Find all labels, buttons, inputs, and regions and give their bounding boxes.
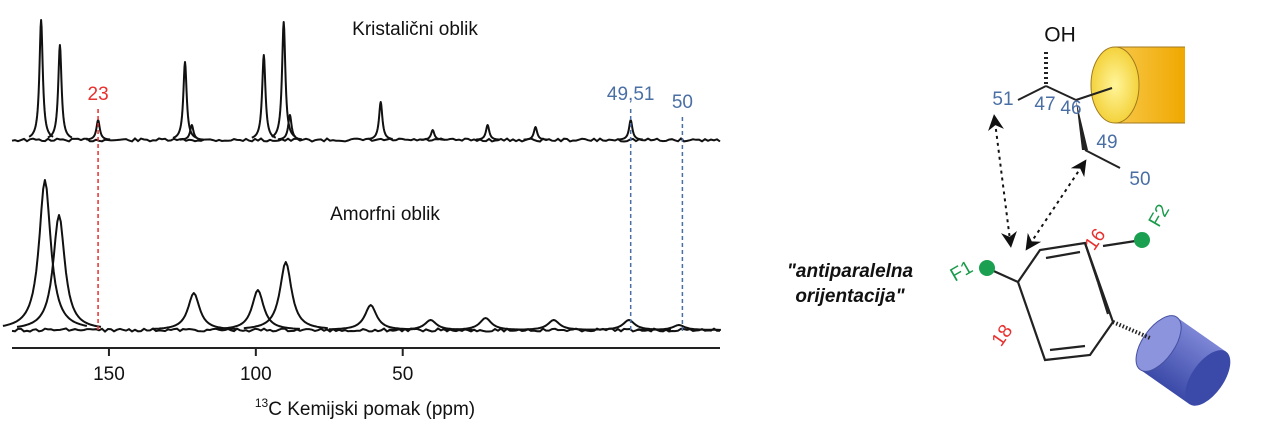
hydroxyl-label: OH: [1044, 24, 1076, 47]
peak: [243, 261, 328, 330]
atom-label: 51: [992, 89, 1013, 110]
molecule: OH "antiparalelna orijentacija" 51 47 46 49…: [787, 24, 1231, 406]
peak: [2, 179, 88, 327]
peak: [368, 101, 394, 140]
x-tick-label: 100: [240, 364, 272, 385]
annotation-label: 23: [88, 84, 109, 105]
fluorine-atom: [1134, 232, 1150, 248]
x-tick-label: 50: [392, 364, 413, 385]
bonds: [1017, 52, 1121, 169]
spectrum: 150 100 50 13C Kemijski pomak (ppm) Kristali…: [2, 19, 721, 420]
peak: [28, 19, 54, 138]
atom-label: 16: [1081, 225, 1110, 254]
atom-label: 46: [1060, 98, 1081, 119]
caption: "antiparalelna: [787, 261, 914, 282]
atom-label: 18: [988, 321, 1017, 350]
peak: [85, 119, 111, 141]
annotation-label: 50: [672, 92, 693, 113]
atom-label: F1: [947, 257, 977, 286]
peak: [251, 54, 277, 139]
peak: [618, 119, 644, 141]
peak: [215, 289, 300, 330]
fluorine-atom: [979, 260, 995, 276]
cylinder: [1135, 315, 1231, 406]
wedge-bond: [1076, 100, 1088, 150]
atom-label: 50: [1129, 169, 1150, 190]
x-axis-label: 13C Kemijski pomak (ppm): [255, 396, 475, 420]
peak: [443, 317, 528, 331]
annotation-label: 49,51: [607, 84, 655, 105]
atom-label: 47: [1034, 94, 1055, 115]
atom-label: F2: [1145, 201, 1174, 231]
series-label: Amorfni oblik: [330, 204, 440, 225]
label-text: C Kemijski pomak (ppm): [268, 399, 475, 420]
peak: [636, 324, 721, 331]
series-label: Kristalični oblik: [352, 19, 478, 40]
caption: orijentacija": [795, 286, 905, 307]
superscript: 13: [255, 396, 269, 410]
atom-label: 49: [1096, 132, 1117, 153]
peak: [16, 214, 102, 328]
peak: [277, 114, 303, 141]
baseline-noise: [11, 137, 721, 143]
distance-arrow: [988, 114, 1017, 248]
peak: [475, 124, 501, 141]
peak: [328, 304, 413, 331]
peak: [172, 61, 198, 139]
peak: [47, 44, 73, 139]
peak: [511, 319, 596, 331]
peak: [179, 124, 205, 141]
cylinder-cap: [1090, 46, 1140, 124]
peak: [523, 126, 548, 141]
distance-arrow: [1025, 159, 1087, 251]
peak: [151, 292, 236, 330]
x-tick-label: 150: [93, 364, 125, 385]
peak: [271, 21, 297, 138]
peak: [420, 129, 446, 141]
